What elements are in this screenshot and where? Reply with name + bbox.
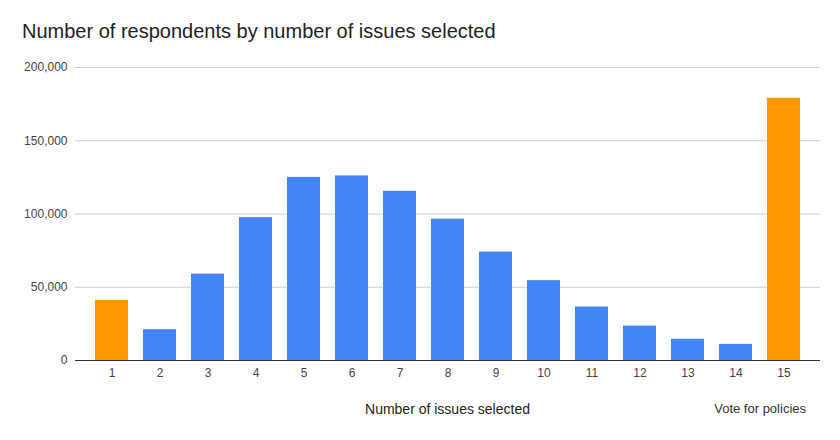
svg-text:11: 11 <box>586 366 599 380</box>
svg-text:3: 3 <box>205 366 212 380</box>
svg-text:8: 8 <box>445 366 452 380</box>
svg-text:12: 12 <box>633 366 647 380</box>
svg-text:2: 2 <box>157 366 164 380</box>
svg-text:7: 7 <box>397 366 404 380</box>
svg-text:9: 9 <box>493 366 500 380</box>
svg-text:13: 13 <box>681 366 695 380</box>
html-text:Number of issues selected: Number of issues selected <box>365 401 530 417</box>
svg-text:200,000: 200,000 <box>24 60 68 74</box>
html-text:Number of respondents by numbe: Number of respondents by number of issue… <box>22 20 496 42</box>
svg-text:100,000: 100,000 <box>24 207 68 221</box>
svg-text:14: 14 <box>729 366 743 380</box>
svg-text:150,000: 150,000 <box>24 134 68 148</box>
svg-text:1: 1 <box>109 366 116 380</box>
svg-text:15: 15 <box>777 366 791 380</box>
svg-text:6: 6 <box>349 366 356 380</box>
svg-text:50,000: 50,000 <box>31 280 68 294</box>
svg-text:10: 10 <box>537 366 551 380</box>
svg-text:0: 0 <box>61 353 68 367</box>
svg-text:5: 5 <box>301 366 308 380</box>
svg-text:4: 4 <box>253 366 260 380</box>
html-text:Vote for policies: Vote for policies <box>714 401 806 416</box>
